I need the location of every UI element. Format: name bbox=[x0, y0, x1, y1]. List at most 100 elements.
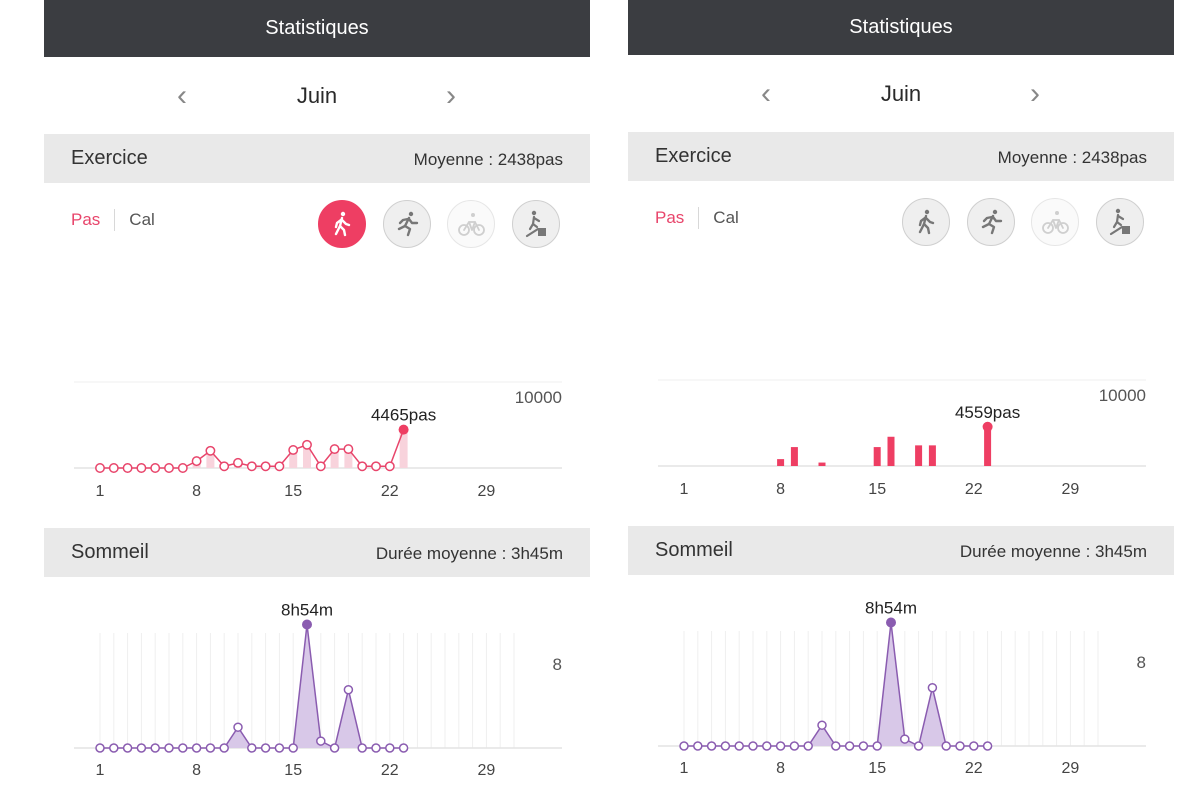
step-bar bbox=[790, 447, 798, 466]
exercise-title: Exercice bbox=[655, 145, 732, 167]
x-tick-label: 1 bbox=[680, 760, 689, 777]
bike-icon bbox=[458, 213, 485, 236]
step-point bbox=[371, 461, 381, 472]
step-bar bbox=[928, 445, 936, 466]
walk-icon bbox=[918, 209, 935, 235]
x-tick-label: 29 bbox=[478, 483, 496, 500]
sleep-average: Durée moyenne : 3h45m bbox=[959, 542, 1147, 561]
chevron-left-icon[interactable]: ‹ bbox=[177, 79, 187, 112]
sleep-chart-svg: 8 1 8 15 22 29 8h54m bbox=[658, 599, 1146, 777]
month-label: Juin bbox=[880, 81, 922, 106]
step-bar-shadow bbox=[289, 449, 298, 468]
metric-tabs: Pas Cal bbox=[655, 205, 739, 231]
sleep-point bbox=[748, 741, 758, 751]
sleep-point bbox=[122, 743, 133, 753]
step-point bbox=[122, 463, 133, 473]
sleep-title: Sommeil bbox=[655, 539, 733, 561]
step-point bbox=[177, 463, 188, 473]
x-tick-label: 22 bbox=[965, 760, 983, 777]
sleep-point bbox=[385, 743, 395, 753]
steps-chart: 10000 1 8 15 22 29 4465pas bbox=[44, 370, 590, 505]
x-tick-label: 22 bbox=[381, 762, 399, 779]
sleep-point bbox=[775, 741, 786, 751]
walk-activity-button[interactable] bbox=[902, 198, 950, 246]
app-bar: Statistiques bbox=[44, 0, 590, 57]
app-title: Statistiques bbox=[265, 17, 369, 39]
sleep-chart-svg: 8 1 8 15 22 29 8h54m bbox=[74, 601, 562, 779]
sleep-point bbox=[831, 741, 841, 751]
steps-chart: 10000 1 8 15 22 29 4559pas bbox=[628, 368, 1174, 503]
x-tick-label: 15 bbox=[868, 481, 886, 498]
sleep-chart: 8 1 8 15 22 29 8h54m bbox=[44, 601, 590, 785]
chevron-left-icon[interactable]: ‹ bbox=[761, 77, 771, 110]
metric-tabs: Pas Cal bbox=[71, 207, 155, 233]
tab-calories[interactable]: Cal bbox=[713, 208, 739, 227]
bike-activity-button[interactable] bbox=[447, 200, 495, 248]
steps-chart-svg: 10000 1 8 15 22 29 4559pas bbox=[658, 379, 1146, 498]
sleep-title: Sommeil bbox=[71, 541, 149, 563]
x-tick-label: 29 bbox=[1062, 760, 1080, 777]
sleep-point bbox=[844, 741, 855, 751]
step-point bbox=[95, 463, 105, 473]
y-max-label: 8 bbox=[553, 655, 562, 674]
exercise-header: Exercice Moyenne : 2438pas bbox=[44, 134, 590, 183]
sleep-chart: 8 1 8 15 22 29 8h54m bbox=[628, 599, 1174, 783]
sleep-point bbox=[288, 743, 298, 753]
app-bar: Statistiques bbox=[628, 0, 1174, 55]
sleep-point bbox=[734, 741, 744, 751]
y-max-label: 10000 bbox=[1099, 386, 1146, 405]
sleep-point bbox=[357, 743, 367, 753]
sleep-point bbox=[178, 743, 188, 753]
step-point bbox=[302, 439, 312, 450]
x-tick-label: 29 bbox=[478, 762, 496, 779]
sleep-peak-point bbox=[886, 617, 896, 628]
exercise-average: Moyenne : 2438pas bbox=[413, 150, 563, 169]
sleep-point bbox=[343, 684, 354, 695]
chevron-right-icon[interactable]: › bbox=[446, 79, 456, 112]
stepper-icon bbox=[525, 210, 546, 238]
sleep-point bbox=[260, 743, 271, 753]
sleep-point bbox=[955, 741, 965, 751]
sleep-point bbox=[900, 734, 910, 744]
step-point bbox=[108, 463, 119, 473]
tab-divider bbox=[698, 207, 700, 229]
sleep-point bbox=[316, 736, 326, 746]
sleep-point bbox=[679, 741, 689, 751]
sleep-point bbox=[191, 743, 202, 753]
step-point bbox=[136, 463, 147, 473]
tab-calories[interactable]: Cal bbox=[129, 210, 155, 229]
x-tick-label: 15 bbox=[284, 483, 302, 500]
x-tick-label: 1 bbox=[96, 483, 105, 500]
x-tick-label: 1 bbox=[96, 762, 105, 779]
sleep-point bbox=[941, 741, 951, 751]
walk-icon bbox=[334, 211, 351, 237]
x-tick-label: 15 bbox=[284, 762, 302, 779]
y-max-label: 8 bbox=[1137, 653, 1146, 672]
run-activity-button[interactable] bbox=[383, 200, 431, 248]
step-point bbox=[343, 444, 354, 455]
sleep-point bbox=[803, 741, 813, 751]
sleep-point bbox=[969, 741, 979, 751]
sleep-point bbox=[872, 741, 882, 751]
sleep-point bbox=[762, 741, 772, 751]
walk-activity-button[interactable] bbox=[318, 200, 366, 248]
exercise-header: Exercice Moyenne : 2438pas bbox=[628, 132, 1174, 181]
month-navigator: ‹ Juin › bbox=[628, 74, 1174, 114]
sleep-average: Durée moyenne : 3h45m bbox=[375, 544, 563, 563]
chevron-right-icon[interactable]: › bbox=[1030, 77, 1040, 110]
sleep-point bbox=[858, 741, 869, 751]
bike-activity-button[interactable] bbox=[1031, 198, 1079, 246]
stats-panel-left: Statistiques ‹ Juin › Exercice Moyenne :… bbox=[44, 0, 590, 800]
stepper-activity-button[interactable] bbox=[512, 200, 560, 248]
step-bar-shadow bbox=[399, 429, 408, 468]
stepper-activity-button[interactable] bbox=[1096, 198, 1144, 246]
step-bar-shadow bbox=[330, 449, 339, 468]
tab-steps[interactable]: Pas bbox=[71, 210, 101, 229]
sleep-point bbox=[789, 741, 800, 751]
tab-steps[interactable]: Pas bbox=[655, 208, 685, 227]
tab-divider bbox=[114, 209, 116, 231]
run-icon bbox=[397, 211, 419, 237]
step-bar bbox=[984, 426, 992, 466]
stats-panel-right: Statistiques ‹ Juin › Exercice Moyenne :… bbox=[628, 0, 1174, 800]
run-activity-button[interactable] bbox=[967, 198, 1015, 246]
